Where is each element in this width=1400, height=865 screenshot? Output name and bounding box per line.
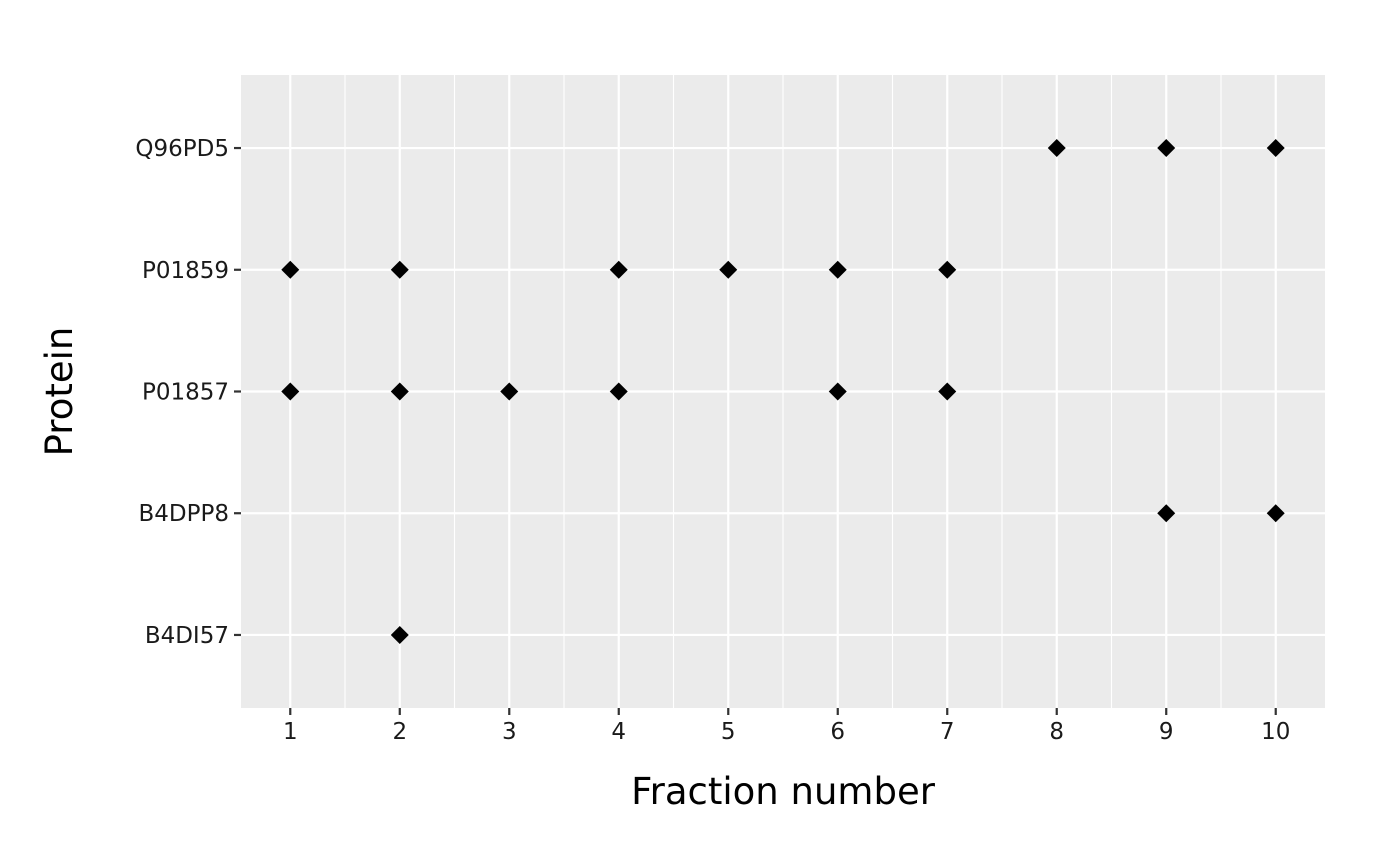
data-point bbox=[390, 260, 409, 279]
x-axis-ticks: 1 2 3 4 5 6 7 8 9 10 bbox=[283, 708, 1290, 745]
x-tick-label: 5 bbox=[721, 719, 736, 745]
data-point bbox=[281, 260, 300, 279]
data-point bbox=[1266, 139, 1285, 158]
x-tick-label: 4 bbox=[611, 719, 626, 745]
data-point bbox=[828, 382, 847, 401]
data-point bbox=[1266, 504, 1285, 523]
data-point bbox=[1047, 139, 1066, 158]
data-point bbox=[828, 260, 847, 279]
x-axis-title: Fraction number bbox=[631, 770, 936, 813]
x-tick-label: 2 bbox=[392, 719, 407, 745]
x-tick-label: 7 bbox=[940, 719, 955, 745]
x-tick-label: 10 bbox=[1261, 719, 1290, 745]
y-tick-label: P01859 bbox=[142, 258, 229, 284]
data-points bbox=[281, 139, 1285, 644]
x-tick-label: 3 bbox=[502, 719, 517, 745]
data-point bbox=[609, 382, 628, 401]
x-tick-label: 9 bbox=[1159, 719, 1174, 745]
data-point bbox=[390, 382, 409, 401]
data-point bbox=[281, 382, 300, 401]
x-tick-label: 8 bbox=[1049, 719, 1064, 745]
data-point bbox=[609, 260, 628, 279]
data-point bbox=[1157, 504, 1176, 523]
x-tick-label: 1 bbox=[283, 719, 298, 745]
data-point bbox=[938, 260, 957, 279]
y-tick-label: B4DPP8 bbox=[139, 501, 230, 527]
data-point bbox=[1157, 139, 1176, 158]
y-tick-label: Q96PD5 bbox=[135, 136, 229, 162]
data-point bbox=[390, 625, 409, 644]
y-tick-label: P01857 bbox=[142, 380, 229, 406]
x-tick-label: 6 bbox=[830, 719, 845, 745]
data-point bbox=[938, 382, 957, 401]
data-point bbox=[719, 260, 738, 279]
data-point bbox=[500, 382, 519, 401]
y-axis-title: Protein bbox=[38, 327, 81, 457]
y-axis-ticks: B4DI57 B4DPP8 P01857 P01859 Q96PD5 bbox=[135, 136, 241, 649]
y-tick-label: B4DI57 bbox=[145, 623, 229, 649]
